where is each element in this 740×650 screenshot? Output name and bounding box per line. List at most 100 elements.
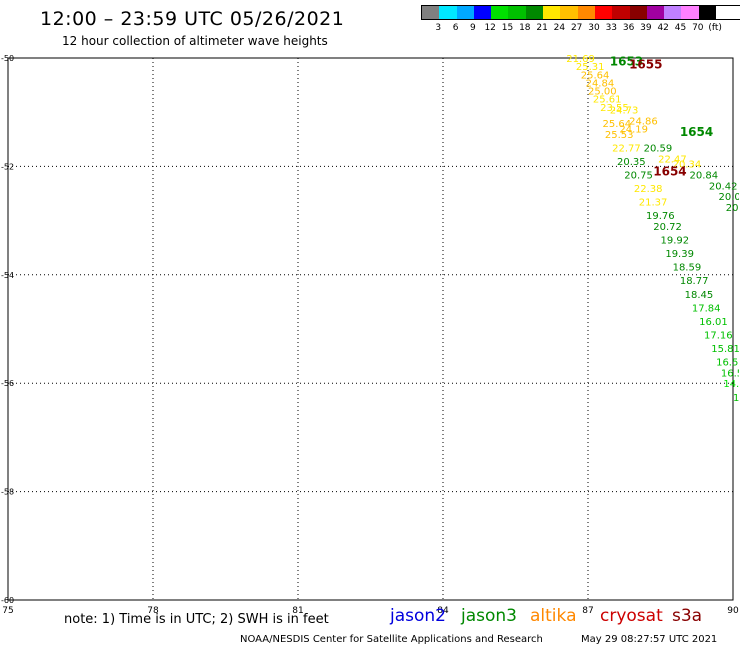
longitude-tick-label: 84: [437, 606, 449, 616]
color-scale: 3 6 9 12 15 18 21 24 27 30 33 36 39 42 45 70 (ft): [421, 5, 740, 34]
wave-height-point: 22.38: [634, 184, 663, 195]
satellite-legend-altika: altika: [530, 606, 577, 626]
color-scale-labels: 3 6 9 12 15 18 21 24 27 30 33 36 39 42 45 70 (ft): [421, 20, 740, 34]
latitude-tick-label: -60: [1, 596, 14, 605]
scale-swatch: [491, 6, 509, 19]
scale-swatch: [612, 6, 630, 19]
wave-height-point: 20.42: [709, 181, 738, 192]
pass-time-label: 1653: [610, 55, 643, 69]
color-scale-swatches: [421, 5, 740, 20]
scale-label: 45: [674, 23, 687, 33]
longitude-tick-label: 90: [727, 606, 739, 616]
scale-label: 70: [692, 23, 704, 33]
longitude-tick-label: 87: [582, 606, 593, 616]
latitude-tick-label: -58: [1, 488, 14, 497]
wave-height-point: 20.07: [719, 192, 740, 203]
wave-height-point: 21.37: [639, 198, 668, 209]
wave-height-point: 25.61: [593, 95, 622, 106]
wave-height-point: 25.00: [588, 87, 617, 98]
legend-label: cryosat: [600, 606, 663, 626]
wave-height-point: 24.84: [586, 78, 615, 89]
footer-note: note: 1) Time is in UTC; 2) SWH is in fe…: [64, 612, 329, 627]
wave-height-point: 20.72: [653, 222, 682, 233]
wave-height-point: 18.59: [673, 263, 702, 274]
legend-label: s3a: [672, 606, 703, 626]
latitude-tick-label: -50: [1, 54, 14, 63]
wave-height-point: 24.86: [629, 116, 658, 127]
scale-label: (ft): [708, 23, 722, 33]
pass-time-label: 1654: [680, 125, 713, 139]
scale-swatch: [422, 6, 440, 19]
wave-height-point: 24.19: [619, 124, 648, 135]
scale-swatch: [577, 6, 595, 19]
wave-height-point: 17.84: [692, 303, 721, 314]
generated-timestamp: May 29 08:27:57 UTC 2021: [581, 634, 718, 645]
wave-height-point: 20.84: [690, 171, 719, 182]
wave-height-point: 23.55: [600, 103, 629, 114]
legend-label: jason3: [461, 606, 517, 626]
scale-label: 24: [553, 23, 566, 33]
scale-label: 15: [501, 23, 514, 33]
pass-time-label: 1654: [653, 165, 686, 179]
satellite-legend-cryosat: cryosat: [600, 606, 663, 626]
legend-label: altika: [530, 606, 577, 626]
satellite-legend-jason3: jason3: [461, 606, 517, 626]
wave-height-point: 19.39: [665, 249, 694, 260]
scale-swatch: [473, 6, 492, 19]
scale-swatch: [594, 6, 613, 19]
wave-height-point: 22.77: [612, 143, 641, 154]
wave-height-point: 25.53: [605, 130, 634, 141]
wave-height-point: 24.73: [610, 105, 639, 116]
scale-swatch: [560, 6, 578, 19]
wave-height-point: 25.64: [603, 119, 632, 130]
wave-height-point: 16.01: [699, 317, 728, 328]
satellite-legend-s3a: s3a: [672, 606, 702, 626]
wave-height-point: 20.10: [726, 203, 740, 214]
wave-height-point: 20.35: [617, 157, 646, 168]
wave-height-point: 20.34: [673, 160, 702, 171]
wave-height-point: 16.35: [733, 393, 740, 404]
wave-height-point: 21.69: [566, 54, 595, 65]
wave-height-point: 22.47: [658, 154, 687, 165]
pass-time-label: 1655: [629, 57, 662, 71]
latitude-tick-label: -54: [1, 271, 14, 280]
scale-label: 9: [470, 23, 476, 33]
page-title: 12:00 – 23:59 UTC 05/26/2021: [40, 8, 345, 30]
wave-height-point: 15.81: [711, 344, 740, 355]
longitude-tick-label: 78: [147, 606, 159, 616]
longitude-tick-label: 75: [2, 606, 13, 616]
wave-height-point: 19.92: [661, 236, 690, 247]
scale-label: 42: [657, 23, 669, 33]
wave-height-point: 20.59: [644, 143, 673, 154]
scale-swatch: [525, 6, 544, 19]
satellite-legend-jason2: jason2: [390, 606, 446, 626]
legend-label: jason2: [390, 606, 446, 626]
scale-label: 30: [588, 23, 600, 33]
scale-label: 27: [570, 23, 583, 33]
scale-swatch: [681, 6, 699, 19]
map-frame: [7, 57, 734, 601]
scale-swatch: [698, 6, 717, 19]
scale-swatch: [646, 6, 665, 19]
wave-height-point: 16.56: [716, 358, 740, 369]
wave-height-point: 25.64: [581, 70, 610, 81]
wave-height-point: 16.59: [721, 368, 740, 379]
scale-swatch: [543, 6, 561, 19]
scale-label: 33: [605, 23, 618, 33]
longitude-tick-label: 81: [292, 606, 303, 616]
wave-height-point: 17.16: [704, 330, 733, 341]
scale-label: 39: [640, 23, 652, 33]
scale-label: 36: [622, 23, 635, 33]
wave-height-point: 20.75: [624, 171, 653, 182]
scale-label: 21: [536, 23, 548, 33]
scale-label: 6: [452, 23, 459, 33]
scale-label: 3: [435, 23, 442, 33]
latitude-tick-label: -52: [1, 162, 14, 171]
wave-height-point: 18.45: [685, 290, 714, 301]
credit-text: NOAA/NESDIS Center for Satellite Applica…: [240, 634, 543, 645]
scale-label: 12: [484, 23, 496, 33]
latitude-tick-label: -56: [1, 379, 14, 388]
scale-swatch: [439, 6, 457, 19]
scale-swatch: [664, 6, 682, 19]
